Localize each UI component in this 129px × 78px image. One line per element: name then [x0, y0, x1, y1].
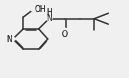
Text: N: N [46, 14, 52, 23]
Circle shape [62, 28, 67, 31]
Text: H: H [46, 8, 52, 17]
Text: O: O [62, 30, 67, 39]
Circle shape [31, 8, 36, 11]
Text: N: N [6, 34, 12, 44]
Text: OH: OH [34, 5, 46, 14]
Text: N: N [46, 14, 52, 23]
Text: O: O [62, 30, 67, 39]
Circle shape [11, 38, 15, 40]
Circle shape [46, 17, 52, 20]
Text: OH: OH [34, 5, 46, 14]
Text: H: H [46, 8, 52, 17]
Text: N: N [6, 34, 12, 44]
